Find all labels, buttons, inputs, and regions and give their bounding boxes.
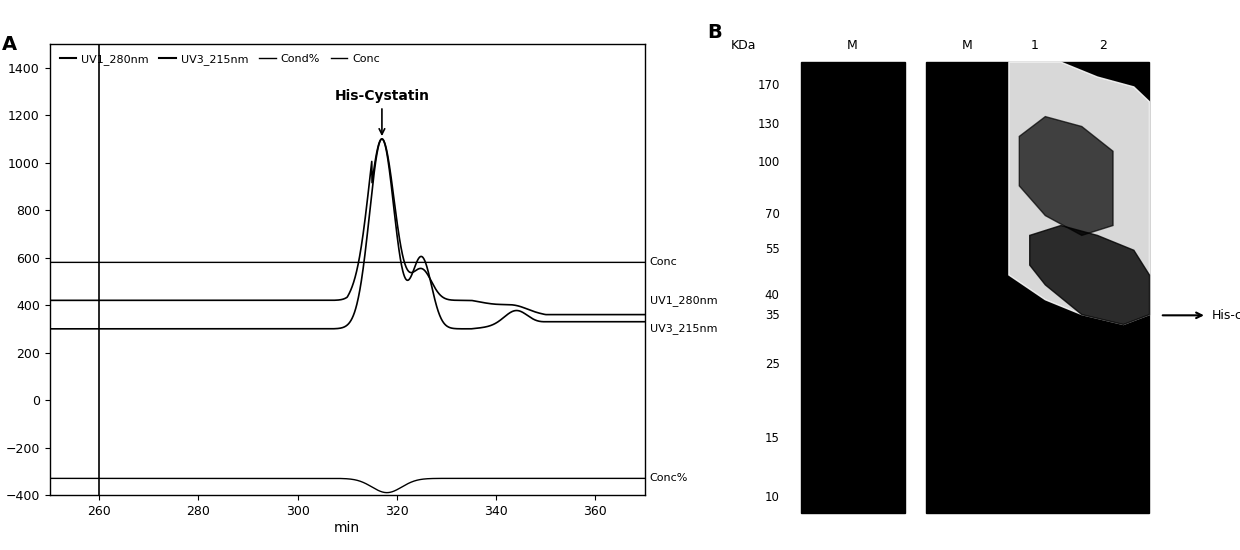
Text: 100: 100	[758, 156, 780, 169]
Text: 2: 2	[1099, 39, 1106, 52]
Text: 130: 130	[758, 118, 780, 131]
Text: 55: 55	[765, 243, 780, 256]
Text: 1: 1	[1030, 39, 1039, 52]
Text: 170: 170	[758, 79, 780, 92]
Text: 25: 25	[765, 358, 780, 371]
Text: 35: 35	[765, 309, 780, 322]
Text: His-cystatin: His-cystatin	[1211, 309, 1240, 322]
Text: M: M	[962, 39, 972, 52]
Text: 70: 70	[765, 208, 780, 221]
Text: 10: 10	[765, 491, 780, 504]
Text: B: B	[707, 23, 722, 42]
Text: Conc: Conc	[650, 257, 677, 267]
Polygon shape	[1029, 226, 1149, 324]
Text: UV1_280nm: UV1_280nm	[650, 295, 718, 306]
Text: His-Cystatin: His-Cystatin	[335, 89, 429, 134]
Text: UV3_215nm: UV3_215nm	[650, 323, 717, 334]
Polygon shape	[1019, 117, 1114, 235]
Text: KDa: KDa	[730, 39, 756, 52]
Text: 40: 40	[765, 289, 780, 302]
Legend: UV1_280nm, UV3_215nm, Cond%, Conc: UV1_280nm, UV3_215nm, Cond%, Conc	[55, 50, 384, 69]
Text: Conc%: Conc%	[650, 474, 688, 483]
Polygon shape	[1009, 62, 1149, 324]
Text: M: M	[847, 39, 858, 52]
Text: 15: 15	[765, 432, 780, 445]
X-axis label: min: min	[334, 520, 361, 535]
Text: A: A	[2, 35, 17, 54]
